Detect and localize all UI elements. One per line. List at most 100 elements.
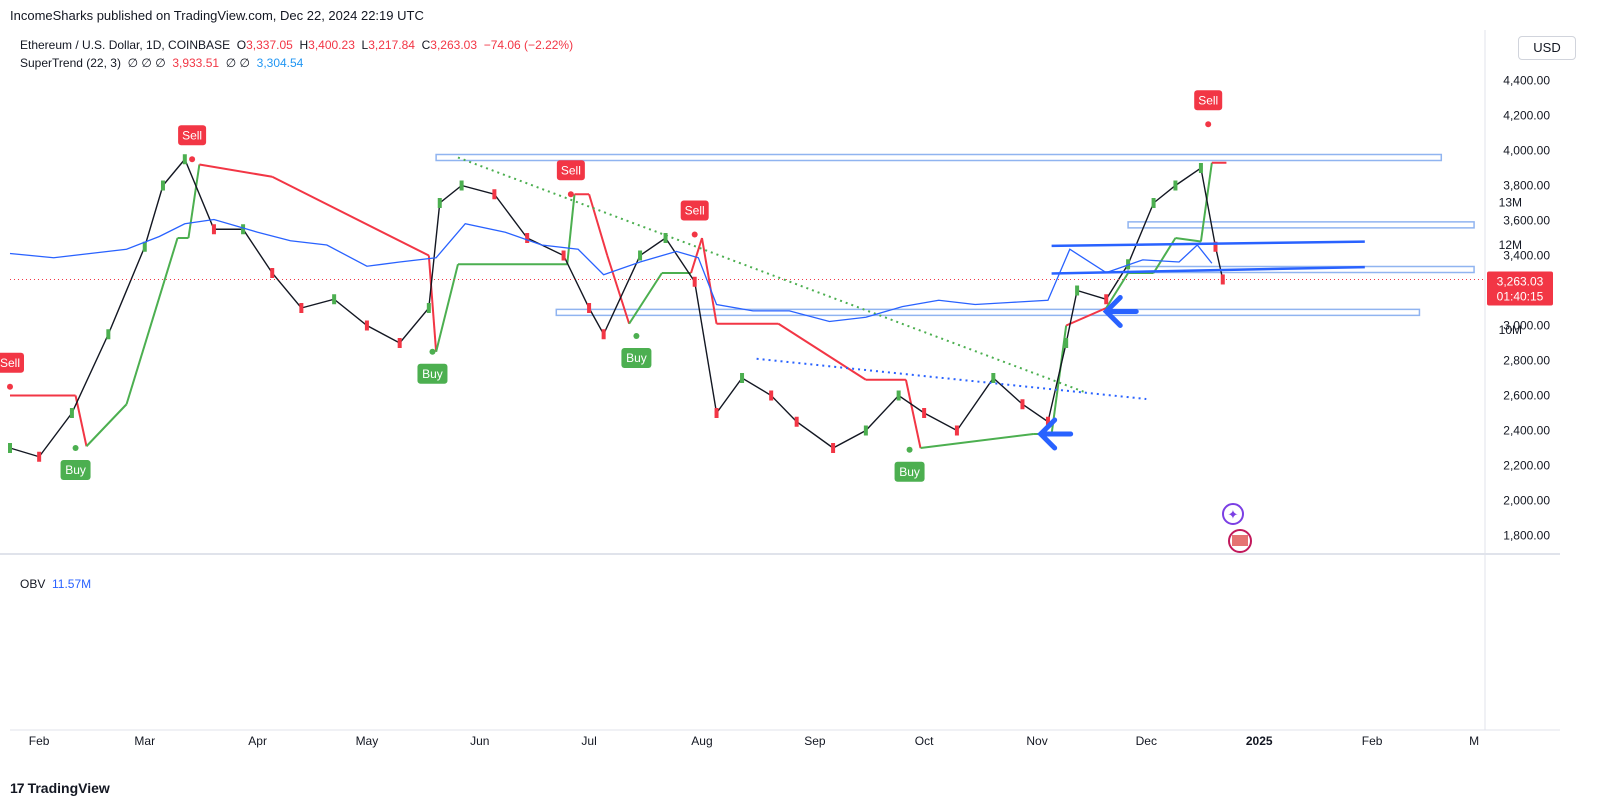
time-tick-label: Oct — [915, 734, 934, 748]
price-tick-label: 2,000.00 — [1503, 494, 1550, 508]
signal-label: Sell — [561, 163, 581, 177]
sell-signal: Sell — [1194, 90, 1223, 128]
price-tick-label: 4,000.00 — [1503, 144, 1550, 158]
sell-signal: Sell — [680, 200, 709, 238]
price-point — [601, 329, 606, 340]
price-tick-label: 2,200.00 — [1503, 459, 1550, 473]
price-tick-label: 3,000.00 — [1503, 319, 1550, 333]
signal-label-box — [680, 200, 709, 221]
price-point — [8, 443, 12, 453]
trend-line[interactable] — [756, 357, 1147, 400]
symbol-name[interactable]: Ethereum / U.S. Dollar, 1D, COINBASE — [20, 38, 231, 52]
obv-name[interactable]: OBV — [20, 577, 46, 591]
supertrend-segment — [628, 272, 663, 325]
obv-legend: OBV 11.57M — [20, 577, 91, 591]
currency-button[interactable]: USD — [1518, 36, 1576, 60]
horizontal-zone[interactable] — [435, 153, 1443, 162]
price-point — [142, 241, 147, 252]
sparkle-circle — [1222, 503, 1244, 525]
supertrend-segment — [1105, 272, 1129, 309]
price-point — [663, 233, 668, 243]
sparkle-event-icon[interactable]: ✦ — [1222, 503, 1244, 525]
price-tick-label: 3,400.00 — [1503, 249, 1550, 263]
signal-label-box — [1194, 90, 1223, 111]
price-point — [831, 443, 836, 453]
horizontal-zone[interactable] — [1127, 221, 1475, 229]
time-tick-label: Aug — [691, 734, 712, 748]
arrow-shape — [1037, 417, 1074, 451]
obv-tick-label: 10M — [1499, 323, 1522, 337]
supertrend-segment — [566, 194, 576, 265]
price-tag-box — [1487, 271, 1553, 306]
price-tick-label: 4,200.00 — [1503, 109, 1550, 123]
supertrend-name[interactable]: SuperTrend (22, 3) — [20, 56, 121, 70]
price-point — [69, 408, 74, 418]
time-tick-label: Mar — [134, 734, 155, 748]
price-point — [459, 180, 464, 191]
price-point — [922, 408, 927, 418]
signal-dot — [72, 445, 79, 451]
supertrend-segment — [700, 237, 718, 324]
price-point — [106, 329, 111, 340]
supertrend-segment — [1050, 325, 1068, 435]
signal-label: Sell — [1198, 93, 1218, 107]
obv-tick-label: 12M — [1499, 238, 1522, 252]
price-point — [299, 303, 304, 313]
signal-label: Buy — [626, 351, 647, 365]
price-point — [1126, 259, 1131, 270]
close-label: C — [421, 38, 431, 52]
flag-event-icon[interactable] — [1228, 529, 1252, 553]
publisher-line: IncomeSharks published on TradingView.co… — [10, 8, 424, 23]
time-tick-label: Feb — [29, 734, 50, 748]
arrow-annotation[interactable] — [1037, 417, 1074, 451]
sell-signal: Sell — [0, 352, 24, 390]
price-point — [1104, 294, 1109, 305]
price-tag-countdown: 01:40:15 — [1497, 289, 1544, 303]
price-tick-label: 2,800.00 — [1503, 354, 1550, 368]
price-point — [1151, 198, 1156, 208]
horizontal-zone[interactable] — [1127, 265, 1475, 274]
supertrend-empty-mid: ∅ ∅ — [225, 56, 250, 70]
price-point — [1198, 163, 1203, 173]
price-point — [991, 373, 996, 383]
horizontal-zone[interactable] — [555, 308, 1421, 317]
signal-label: Buy — [899, 465, 920, 479]
price-point — [1020, 399, 1025, 410]
supertrend-upper: 3,933.51 — [172, 56, 220, 70]
price-point — [492, 189, 497, 200]
signal-label-box — [0, 352, 24, 373]
time-tick-label: M — [1469, 734, 1479, 748]
high-label: H — [299, 38, 309, 52]
price-point — [863, 425, 868, 436]
signal-dot — [567, 191, 574, 198]
price-point — [714, 408, 719, 418]
time-tick-label: Sep — [804, 734, 826, 748]
price-line[interactable] — [9, 157, 1224, 458]
tradingview-logo-icon: 17 — [10, 780, 25, 796]
obv-channel-line[interactable] — [1051, 240, 1365, 248]
price-point — [954, 425, 959, 436]
price-point — [211, 224, 216, 235]
supertrend-segment — [435, 264, 459, 352]
price-tick-label: 3,800.00 — [1503, 179, 1550, 193]
price-tick-label: 1,800.00 — [1503, 529, 1550, 543]
symbol-legend: Ethereum / U.S. Dollar, 1D, COINBASE O3,… — [20, 38, 573, 52]
trend-line[interactable] — [457, 156, 1085, 393]
price-point — [426, 303, 431, 313]
time-tick-label: Jun — [470, 734, 489, 748]
signal-dot — [633, 333, 640, 339]
buy-signal: Buy — [894, 446, 925, 482]
supertrend-lower: 3,304.54 — [256, 56, 304, 70]
price-point — [1045, 416, 1050, 427]
signal-label-box — [556, 160, 585, 181]
supertrend-segment — [777, 322, 867, 381]
arrow-annotation[interactable] — [1102, 295, 1139, 328]
obv-channel-line[interactable] — [1051, 265, 1365, 275]
obv-line[interactable] — [9, 218, 1213, 323]
signal-label: Buy — [422, 367, 443, 381]
brand-name: TradingView — [27, 780, 110, 796]
tradingview-brand: 17 TradingView — [10, 780, 110, 796]
time-tick-label: Dec — [1136, 734, 1157, 748]
